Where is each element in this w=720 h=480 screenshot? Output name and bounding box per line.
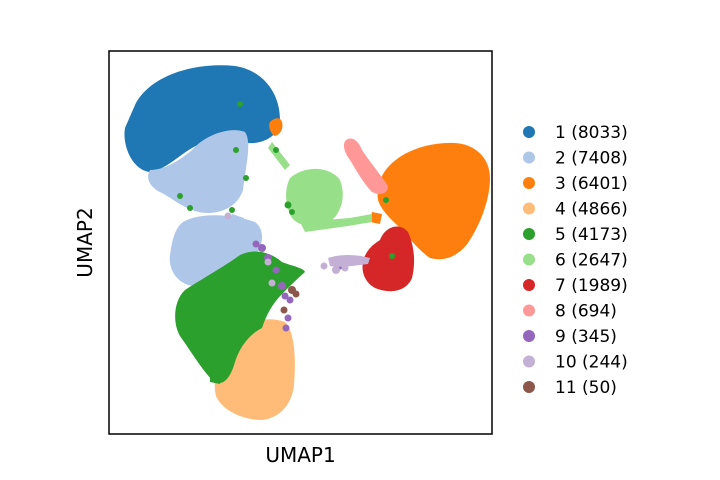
cluster-11-points xyxy=(280,286,300,314)
legend-label: 8 (694) xyxy=(555,302,617,322)
cluster-10-points xyxy=(224,212,370,287)
legend-marker xyxy=(523,330,535,342)
x-axis-label: UMAP1 xyxy=(265,443,335,467)
y-axis-label: UMAP2 xyxy=(73,207,97,277)
legend-marker xyxy=(523,304,535,317)
legend-marker xyxy=(523,253,535,266)
legend-label: 11 (50) xyxy=(555,378,617,398)
legend-label: 6 (2647) xyxy=(555,251,628,271)
legend-label: 4 (4866) xyxy=(555,200,628,220)
cluster-point-clouds xyxy=(124,65,490,420)
legend-marker xyxy=(523,355,535,368)
legend-entry: 4 (4866) xyxy=(523,200,628,220)
legend-label: 9 (345) xyxy=(555,327,617,347)
legend-marker xyxy=(523,228,535,240)
legend-entry: 1 (8033) xyxy=(523,123,628,143)
legend-entry: 11 (50) xyxy=(523,378,617,398)
legend-entry: 8 (694) xyxy=(523,302,617,322)
legend-entry: 6 (2647) xyxy=(523,251,628,271)
legend-label: 3 (6401) xyxy=(555,174,628,194)
legend-label: 5 (4173) xyxy=(555,225,628,245)
legend-entry: 10 (244) xyxy=(523,353,628,373)
cluster-1-points xyxy=(124,65,280,172)
legend-label: 10 (244) xyxy=(555,353,628,373)
legend-label: 1 (8033) xyxy=(555,123,628,143)
legend-entry: 9 (345) xyxy=(523,327,617,347)
legend-label: 7 (1989) xyxy=(555,276,628,296)
legend-marker xyxy=(523,177,535,189)
cluster-8-points xyxy=(343,138,388,194)
legend-marker xyxy=(523,381,535,393)
legend-marker xyxy=(523,126,535,138)
plot-frame xyxy=(108,50,493,435)
legend-marker xyxy=(523,151,535,164)
cluster-6-points xyxy=(268,142,372,232)
legend: 1 (8033) 2 (7408) 3 (6401) 4 (4866) 5 (4… xyxy=(523,123,628,398)
legend-marker xyxy=(523,202,535,215)
legend-entry: 3 (6401) xyxy=(523,174,628,194)
legend-entry: 7 (1989) xyxy=(523,276,628,296)
legend-entry: 2 (7408) xyxy=(523,149,628,169)
legend-label: 2 (7408) xyxy=(555,149,628,169)
legend-marker xyxy=(523,279,535,291)
legend-entry: 5 (4173) xyxy=(523,225,628,245)
cluster-7-points xyxy=(362,226,415,292)
cluster-5-outlier-points xyxy=(177,101,395,303)
cluster-9-points xyxy=(252,240,356,332)
